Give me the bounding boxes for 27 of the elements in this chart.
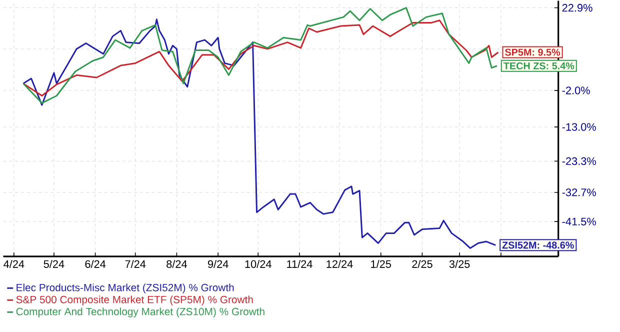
x-tick-label: 11/24 bbox=[287, 260, 312, 268]
x-tick-label: 12/24 bbox=[326, 260, 353, 268]
y-tick-label: 22.9% bbox=[562, 4, 592, 12]
line-series bbox=[22, 7, 498, 104]
y-tick-label: -23.3% bbox=[562, 157, 596, 165]
x-tick-label: 7/24 bbox=[125, 260, 146, 268]
x-tick-label: 6/24 bbox=[85, 260, 106, 268]
y-tick-label: -32.7% bbox=[562, 188, 596, 196]
x-tick-label: 10/24 bbox=[245, 260, 272, 268]
x-tick-label: 1/25 bbox=[371, 260, 392, 268]
legend-label: S&P 500 Composite Market ETF (SP5M) % Growth bbox=[16, 296, 253, 306]
legend-label: Elec Products-Misc Market (ZSI52M) % Growth bbox=[16, 284, 234, 294]
annotation: SP5M: 9.5% bbox=[505, 48, 560, 56]
x-tick-label: 3/25 bbox=[449, 260, 470, 268]
line-series bbox=[22, 18, 496, 249]
line-series bbox=[22, 20, 500, 96]
x-tick-label: 9/24 bbox=[208, 260, 228, 268]
annotation: TECH ZS: 5.4% bbox=[504, 62, 574, 70]
y-tick-label: -13.0% bbox=[562, 123, 596, 131]
y-tick-label: -2.0% bbox=[562, 86, 590, 94]
x-tick-label: 2/25 bbox=[412, 260, 432, 268]
x-tick-label: 5/24 bbox=[44, 260, 64, 268]
annotation: ZSI52M: -48.6% bbox=[502, 242, 574, 249]
x-tick-label: 4/24 bbox=[4, 260, 24, 268]
x-tick-label: 8/24 bbox=[166, 260, 187, 268]
y-tick-label: -41.5% bbox=[562, 218, 596, 226]
legend-label: Computer And Technology Market (ZS10M) % Growth bbox=[16, 308, 264, 318]
